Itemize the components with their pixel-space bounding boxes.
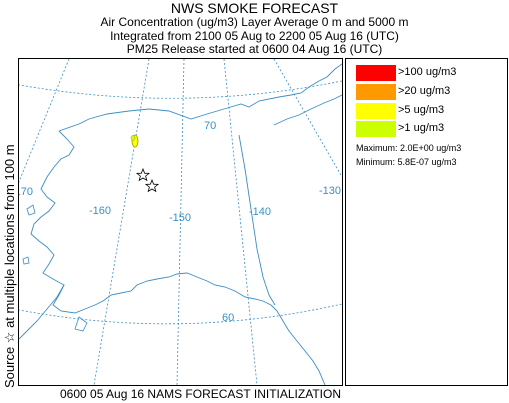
west-south-coastline [30,130,278,314]
label-lon-160: -160 [89,205,111,217]
label-lat-60: 60 [222,312,234,324]
label-lon-130: -130 [319,185,341,197]
legend-swatch-1 [356,121,396,137]
label-lon-170: -170 [19,186,33,198]
source-star-icon [144,178,160,193]
legend-swatch-5 [356,103,396,119]
legend-label-5: >5 ug/m3 [398,104,445,116]
canada-coastline [273,94,342,126]
forecast-title: NWS SMOKE FORECAST [170,0,339,16]
north-coastline [58,63,342,132]
concentration-subtitle: Air Concentration (ug/m3) Layer Average … [100,15,409,29]
meridian-160 [93,59,150,385]
alaska-peninsula [19,284,65,340]
legend-label-20: >20 ug/m3 [398,85,451,97]
nunivak-island [22,256,30,265]
latitude-line-60 [19,303,342,325]
alaska-canada-border [238,134,276,306]
panhandle-coast [276,310,326,385]
minimum-value: Minimum: 5.8E-07 ug/m3 [356,157,457,167]
smoke-plume-green [130,135,136,141]
meridian-140 [223,59,258,385]
legend-panel: >100 ug/m3 >20 ug/m3 >5 ug/m3 >1 ug/m3 M… [345,58,508,386]
label-lat-70: 70 [204,120,216,132]
integration-period: Integrated from 2100 05 Aug to 2200 05 A… [110,29,399,43]
source-star-icon [135,167,151,182]
release-info: PM25 Release started at 0600 04 Aug 16 (… [126,42,383,56]
maximum-value: Maximum: 2.0E+00 ug/m3 [356,143,462,153]
label-lon-140: -140 [249,206,271,218]
label-lon-150: -150 [169,212,191,224]
map-panel: -170 -160 -150 -140 -130 70 60 [18,58,343,386]
meridian-130 [273,59,342,178]
meridian-170 [19,59,70,183]
legend-swatch-20 [356,84,396,100]
kodiak-island [74,316,88,332]
source-location-label: Source ☆ at multiple locations from 100 … [2,144,17,388]
st-lawrence-island [26,204,36,216]
forecast-initialization: 0600 05 Aug 16 NAMS FORECAST INITIALIZAT… [60,387,341,401]
legend-swatch-100 [356,65,396,81]
legend-label-1: >1 ug/m3 [398,122,445,134]
legend-label-100: >100 ug/m3 [398,66,457,78]
latitude-line-70 [19,80,342,99]
alaska-map: -170 -160 -150 -140 -130 70 60 [19,59,342,385]
